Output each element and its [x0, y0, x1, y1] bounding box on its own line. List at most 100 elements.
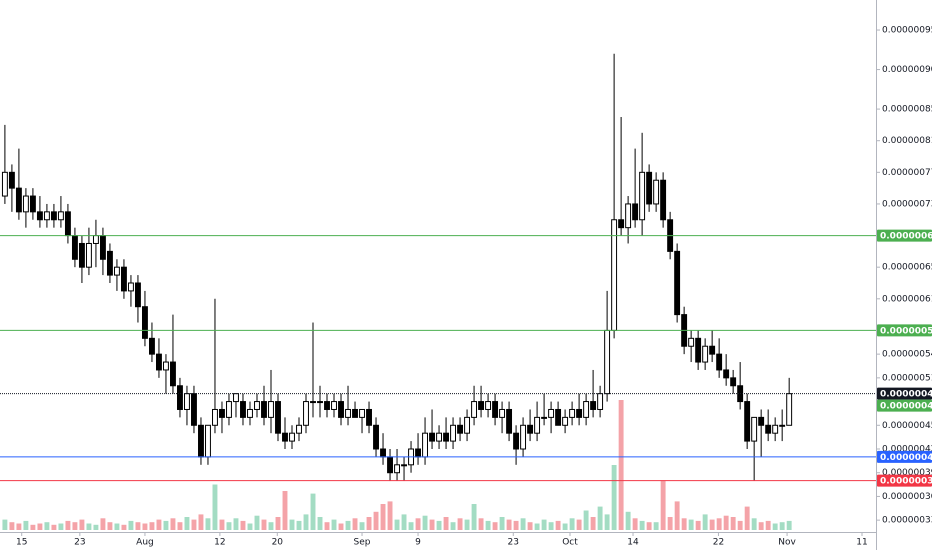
volume-bar	[443, 517, 449, 530]
candle-body	[303, 401, 309, 426]
candle-body	[71, 235, 78, 260]
volume-bar	[562, 523, 568, 530]
candle-body	[569, 408, 576, 418]
volume-bar	[695, 520, 701, 530]
volume-bar	[436, 520, 442, 530]
volume-bar	[170, 518, 176, 530]
candle-body	[751, 416, 758, 442]
candle-body	[43, 211, 50, 221]
volume-bar	[520, 518, 526, 530]
candle-body	[310, 401, 316, 404]
candle-body	[443, 432, 450, 442]
volume-bar	[310, 493, 316, 530]
candle-body	[261, 401, 267, 418]
volume-bar	[212, 484, 218, 530]
candle-body	[359, 408, 365, 418]
candle-body	[520, 424, 527, 450]
candle-body	[660, 179, 667, 221]
volume-bar	[583, 510, 589, 530]
volume-bar	[93, 524, 99, 530]
volume-bar	[618, 400, 624, 530]
volume-bar	[86, 523, 92, 530]
candle-body	[380, 448, 386, 458]
volume-bar	[387, 501, 393, 530]
candle-body	[555, 408, 562, 426]
price-label: 0.00000041	[880, 453, 932, 463]
candle-body	[401, 464, 407, 467]
candle-body	[8, 171, 15, 189]
volume-bar	[177, 522, 183, 530]
volume-bar	[716, 518, 722, 530]
volume-bar	[590, 517, 596, 530]
volume-bar	[779, 522, 785, 530]
volume-bar	[156, 519, 162, 530]
candle-body	[695, 337, 702, 363]
price-label-box	[877, 229, 932, 242]
candle-body	[583, 401, 590, 418]
volume-bar	[765, 520, 771, 530]
volume-bar	[366, 517, 372, 530]
volume-bar	[492, 522, 498, 530]
candle-body	[394, 464, 400, 474]
volume-bar	[121, 524, 127, 530]
volume-bar	[331, 519, 337, 530]
volume-bar	[268, 522, 274, 530]
volume-bar	[499, 517, 505, 530]
candle-body	[611, 219, 618, 331]
x-tick-label: Nov	[778, 538, 796, 548]
candle-body	[730, 377, 737, 387]
volume-bar	[142, 523, 148, 530]
y-tick-label: 0.00000042	[882, 444, 932, 454]
volume-bar	[163, 520, 169, 530]
candle-body	[212, 408, 218, 426]
volume-bar	[527, 522, 533, 530]
candle-body	[106, 250, 113, 276]
y-tick-label: 0.00000061	[882, 294, 932, 304]
candle-body	[576, 408, 583, 418]
candle-body	[127, 282, 134, 292]
price-label-box	[877, 387, 932, 400]
candle-body	[345, 408, 351, 418]
volume-bar	[632, 518, 638, 530]
candle-body	[191, 393, 197, 426]
candle-body	[485, 401, 492, 410]
y-tick-label: 0.00000073	[882, 199, 932, 209]
candle-body	[464, 416, 471, 434]
candle-body	[373, 424, 379, 450]
volume-bar	[485, 520, 491, 530]
candle-body	[548, 408, 555, 418]
candle-body	[64, 211, 71, 237]
volume-bar	[9, 522, 15, 530]
volume-bar	[240, 520, 246, 530]
candle-body	[429, 432, 435, 442]
volume-bar	[37, 523, 43, 530]
candle-body	[352, 408, 358, 418]
volume-bar	[373, 511, 379, 530]
candle-body	[22, 195, 29, 213]
volume-bar	[254, 515, 260, 530]
candle-body	[513, 432, 520, 450]
volume-bar	[352, 518, 358, 530]
y-tick-label: 0.00000085	[882, 105, 932, 115]
candle-body	[534, 416, 541, 434]
candle-body	[506, 408, 513, 434]
candle-body	[36, 211, 43, 221]
candle-body	[113, 266, 120, 276]
candle-body	[625, 203, 632, 229]
volume-bar	[625, 511, 631, 530]
volume-bar	[16, 523, 22, 530]
candle-body	[422, 432, 428, 458]
volume-bar	[415, 518, 421, 530]
x-tick-label: 9	[415, 538, 421, 548]
candle-body	[29, 195, 36, 213]
volume-bar	[72, 522, 78, 530]
volume-bar	[569, 518, 575, 530]
volume-bar	[660, 480, 666, 530]
volume-bar	[107, 522, 113, 530]
price-label-box	[877, 324, 932, 337]
candle-body	[134, 282, 141, 308]
volume-bar	[401, 514, 407, 530]
candle-body	[120, 266, 127, 292]
volume-bar	[65, 520, 71, 530]
